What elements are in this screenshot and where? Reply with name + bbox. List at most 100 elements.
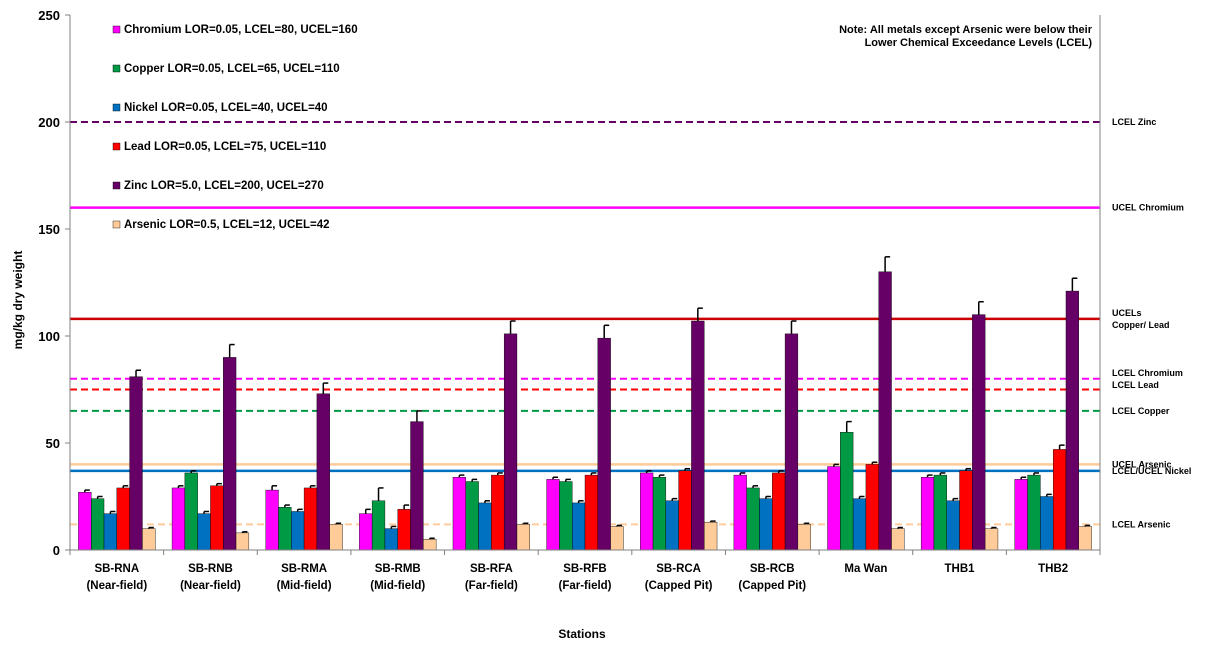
bar (878, 271, 892, 551)
x-tick-label: (Capped Pit) (738, 580, 806, 592)
legend-swatch (112, 181, 121, 190)
x-tick-label: (Near-field) (180, 580, 241, 592)
x-tick-label: SB-RMA (281, 563, 327, 575)
y-tick-label: 50 (46, 436, 60, 451)
bar (959, 470, 973, 551)
x-tick-label: SB-RCA (656, 563, 701, 575)
legend: Chromium LOR=0.05, LCEL=80, UCEL=160 Copp… (112, 24, 358, 231)
bar (784, 333, 799, 551)
reference-line-label: LCEL Copper (1112, 406, 1170, 416)
x-tick-label: (Near-field) (86, 580, 147, 592)
bar (503, 333, 518, 551)
bar (197, 513, 211, 551)
x-tick-label: (Far-field) (558, 580, 611, 592)
bar (1078, 526, 1092, 551)
legend-label: Arsenic LOR=0.5, LCEL=12, UCEL=42 (124, 219, 329, 231)
bar (316, 393, 330, 551)
x-tick-label: (Mid-field) (370, 580, 425, 592)
bar (984, 528, 999, 551)
bar (572, 502, 586, 551)
bar (652, 477, 667, 551)
bar (223, 357, 237, 551)
legend-swatch (112, 220, 121, 229)
axes: 0 50 100 150 200 250 SB-RNA (Near-field) SB-RNB (… (38, 8, 1101, 592)
bars (78, 256, 1092, 551)
reference-line-label: UCEL Arsenic (1112, 459, 1172, 469)
legend-label: Copper LOR=0.05, LCEL=65, UCEL=110 (124, 63, 340, 75)
bar (265, 489, 279, 551)
bar (640, 472, 654, 551)
legend-swatch (112, 103, 121, 112)
chart-note: Note: All metals except Arsenic were bel… (839, 24, 1093, 36)
y-tick-label: 200 (38, 115, 60, 130)
bar (235, 532, 250, 551)
bar (678, 470, 692, 551)
bar (142, 528, 156, 551)
bar (278, 507, 292, 551)
bar (772, 472, 786, 551)
reference-line-label: LCEL Chromium (1112, 368, 1183, 378)
x-axis-title: Stations (558, 627, 606, 641)
bar (704, 521, 718, 551)
x-tick-label: SB-RCB (750, 563, 795, 575)
x-tick-label: SB-RNB (188, 563, 233, 575)
reference-lines (70, 121, 1100, 526)
bar (597, 337, 611, 551)
y-tick-label: 250 (38, 8, 60, 23)
bar (920, 477, 935, 551)
bar (171, 487, 186, 551)
bar (465, 481, 479, 551)
bar (891, 528, 905, 551)
bar (1040, 496, 1054, 551)
bar (546, 479, 560, 551)
bar (329, 524, 343, 551)
reference-line-label: LCEL/UCEL Nickel (1112, 466, 1191, 476)
bar (103, 513, 118, 551)
bar (129, 376, 143, 551)
bar (359, 513, 373, 551)
bar (972, 314, 986, 551)
x-tick-label: (Mid-field) (277, 580, 332, 592)
x-tick-label: (Far-field) (465, 580, 518, 592)
bar (665, 500, 679, 551)
labels: LCEL Zinc UCEL Chromium UCELs Copper/ Lead L… (839, 24, 1191, 529)
x-tick-label: SB-RFA (470, 563, 513, 575)
y-axis-title: mg/kg dry weight (11, 251, 25, 350)
bar (946, 500, 960, 551)
bar (397, 509, 411, 551)
bar (933, 474, 947, 551)
reference-line-label: LCEL Lead (1112, 380, 1159, 390)
legend-label: Chromium LOR=0.05, LCEL=80, UCEL=160 (124, 24, 358, 36)
x-tick-label: SB-RFB (563, 563, 606, 575)
bar (91, 498, 105, 551)
legend-label: Zinc LOR=5.0, LCEL=200, UCEL=270 (124, 180, 324, 192)
bar (759, 498, 773, 551)
bar (371, 500, 386, 551)
bar (384, 528, 398, 551)
bar (452, 477, 466, 551)
bar (559, 481, 573, 551)
bar (291, 511, 305, 551)
y-tick-label: 150 (38, 222, 60, 237)
x-tick-label: SB-RNA (94, 563, 139, 575)
chart-note: Lower Chemical Exceedance Levels (LCEL) (865, 37, 1093, 49)
legend-swatch (112, 142, 121, 151)
legend-swatch (112, 25, 121, 34)
bar (1014, 479, 1028, 551)
x-tick-label: (Capped Pit) (645, 580, 713, 592)
reference-line-label: Copper/ Lead (1112, 320, 1170, 330)
bar (478, 502, 492, 551)
bar (1027, 474, 1041, 551)
reference-line-label: LCEL Arsenic (1112, 519, 1171, 529)
reference-line-label: UCELs (1112, 308, 1142, 318)
bar (746, 487, 760, 551)
bar (691, 320, 705, 551)
legend-label: Lead LOR=0.05, LCEL=75, UCEL=110 (124, 141, 326, 153)
x-tick-label: SB-RMB (375, 563, 421, 575)
bar (827, 466, 841, 551)
bar (184, 472, 198, 551)
bar (423, 539, 437, 551)
y-tick-label: 0 (53, 543, 60, 558)
bar (840, 432, 854, 551)
